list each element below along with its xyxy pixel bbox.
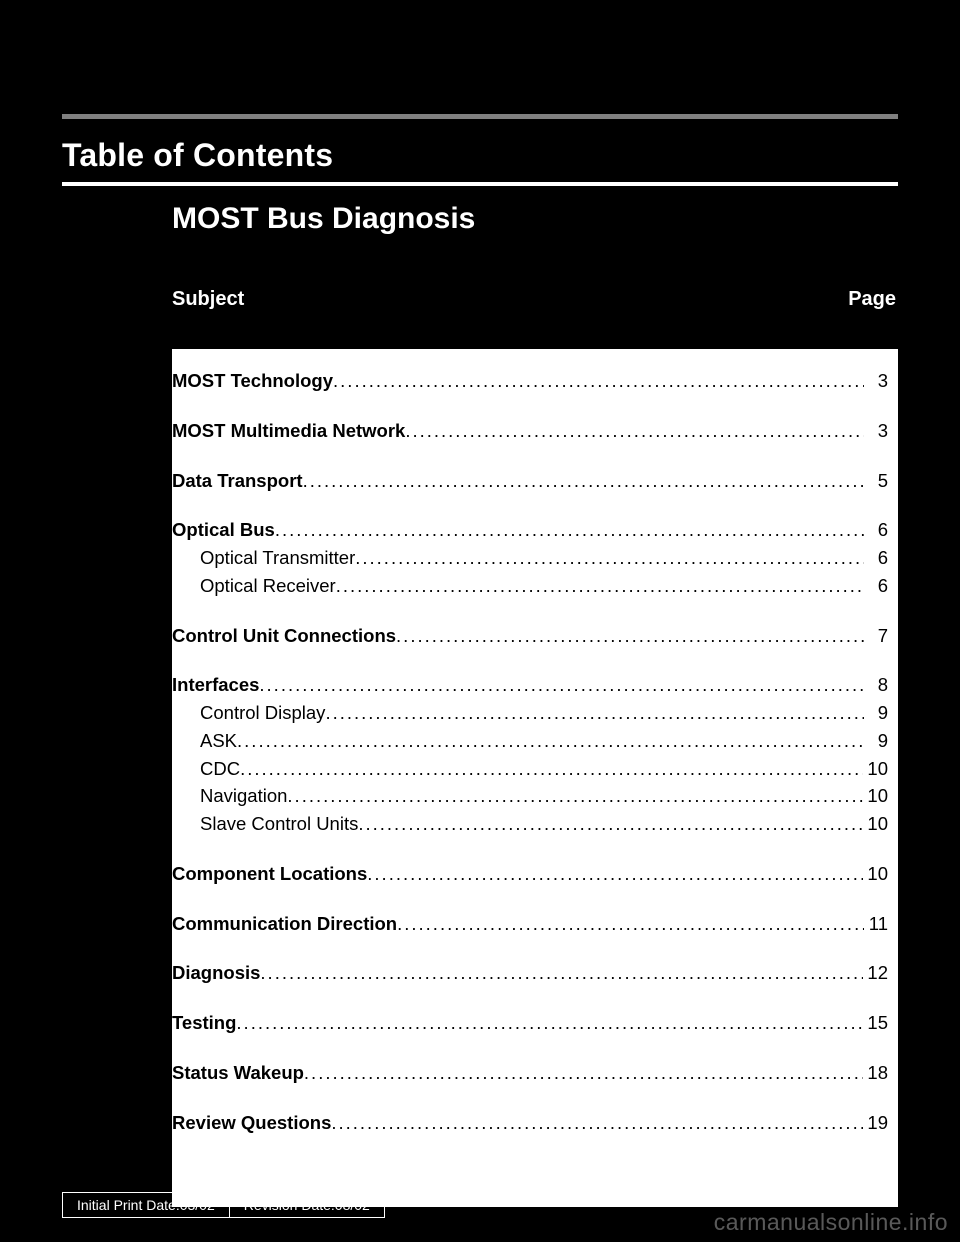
toc-leader-dots (405, 417, 864, 445)
toc-entry-page: 18 (863, 1059, 888, 1087)
toc-entry-label: Navigation (200, 782, 287, 810)
toc-leader-dots (287, 782, 863, 810)
toc-entry-label: MOST Multimedia Network (172, 417, 405, 445)
toc-leader-dots (236, 1009, 863, 1037)
document-page: Table of Contents MOST Bus Diagnosis Sub… (0, 0, 960, 1242)
toc-leader-dots (396, 622, 864, 650)
toc-entry-page: 12 (863, 959, 888, 987)
toc-entry-label: Optical Transmitter (200, 544, 355, 572)
toc-row: Control Display 9 (172, 699, 888, 727)
toc-row: ASK 9 (172, 727, 888, 755)
toc-leader-dots (303, 467, 864, 495)
toc-row: Optical Bus 6 (172, 516, 888, 544)
subject-page-header: Subject Page (172, 286, 898, 349)
toc-entry-page: 10 (863, 755, 888, 783)
toc-leader-dots (259, 671, 864, 699)
toc-entry-page: 10 (863, 782, 888, 810)
toc-entry-page: 9 (864, 727, 888, 755)
heading-underline (62, 182, 898, 186)
toc-entry-page: 11 (864, 910, 888, 938)
toc-row: Optical Transmitter 6 (172, 544, 888, 572)
toc-list: MOST Technology 3MOST Multimedia Network… (172, 349, 898, 1136)
toc-entry-page: 6 (864, 572, 888, 600)
toc-leader-dots (275, 516, 864, 544)
toc-entry-label: Diagnosis (172, 959, 260, 987)
table-of-contents-heading: Table of Contents (62, 137, 898, 174)
toc-entry-page: 3 (864, 367, 888, 395)
toc-row: Navigation 10 (172, 782, 888, 810)
toc-entry-label: Status Wakeup (172, 1059, 304, 1087)
toc-entry-page: 6 (864, 516, 888, 544)
toc-entry-page: 19 (863, 1109, 888, 1137)
toc-row: Interfaces 8 (172, 671, 888, 699)
toc-entry-page: 7 (864, 622, 888, 650)
toc-entry-label: Optical Bus (172, 516, 275, 544)
toc-entry-page: 5 (864, 467, 888, 495)
toc-leader-dots (355, 544, 864, 572)
toc-leader-dots (367, 860, 863, 888)
toc-row: CDC 10 (172, 755, 888, 783)
top-black-bar (62, 60, 898, 104)
toc-entry-label: Communication Direction (172, 910, 397, 938)
revision-date: Revision Date:08/02 (230, 1192, 385, 1218)
toc-leader-dots (336, 572, 864, 600)
document-title-block: MOST Bus Diagnosis (172, 192, 898, 286)
toc-row: Communication Direction 11 (172, 910, 888, 938)
toc-row: MOST Multimedia Network 3 (172, 417, 888, 445)
watermark-text: carmanualsonline.info (714, 1209, 948, 1236)
toc-leader-dots (240, 755, 863, 783)
toc-entry-label: Control Display (200, 699, 325, 727)
toc-row: MOST Technology 3 (172, 367, 888, 395)
toc-leader-dots (331, 1109, 863, 1137)
toc-entry-page: 10 (863, 810, 888, 838)
content-column: MOST Bus Diagnosis Subject Page MOST Tec… (172, 192, 898, 1207)
toc-entry-page: 6 (864, 544, 888, 572)
toc-entry-label: Component Locations (172, 860, 367, 888)
toc-entry-page: 10 (863, 860, 888, 888)
toc-entry-label: MOST Technology (172, 367, 333, 395)
toc-row: Status Wakeup 18 (172, 1059, 888, 1087)
toc-row: Data Transport 5 (172, 467, 888, 495)
document-title: MOST Bus Diagnosis (172, 202, 898, 236)
toc-leader-dots (304, 1059, 864, 1087)
toc-row: Control Unit Connections 7 (172, 622, 888, 650)
toc-leader-dots (325, 699, 864, 727)
toc-entry-label: Review Questions (172, 1109, 331, 1137)
toc-entry-label: Control Unit Connections (172, 622, 396, 650)
toc-leader-dots (358, 810, 863, 838)
toc-row: Diagnosis 12 (172, 959, 888, 987)
toc-entry-label: Data Transport (172, 467, 303, 495)
toc-row: Testing 15 (172, 1009, 888, 1037)
toc-row: Component Locations 10 (172, 860, 888, 888)
toc-leader-dots (237, 727, 864, 755)
toc-row: Slave Control Units 10 (172, 810, 888, 838)
toc-entry-page: 15 (863, 1009, 888, 1037)
toc-entry-label: Testing (172, 1009, 236, 1037)
toc-leader-dots (333, 367, 864, 395)
toc-entry-page: 8 (864, 671, 888, 699)
toc-row: Optical Receiver 6 (172, 572, 888, 600)
initial-print-date: Initial Print Date:03/02 (62, 1192, 230, 1218)
gray-divider-line (62, 114, 898, 119)
toc-entry-label: Interfaces (172, 671, 259, 699)
toc-entry-label: Optical Receiver (200, 572, 336, 600)
toc-entry-label: CDC (200, 755, 240, 783)
toc-row: Review Questions 19 (172, 1109, 888, 1137)
toc-entry-label: Slave Control Units (200, 810, 358, 838)
footer-dates: Initial Print Date:03/02 Revision Date:0… (62, 1192, 385, 1218)
page-label: Page (848, 288, 896, 311)
toc-leader-dots (260, 959, 863, 987)
toc-entry-label: ASK (200, 727, 237, 755)
toc-entry-page: 9 (864, 699, 888, 727)
toc-leader-dots (397, 910, 864, 938)
toc-entry-page: 3 (864, 417, 888, 445)
subject-label: Subject (172, 288, 244, 311)
